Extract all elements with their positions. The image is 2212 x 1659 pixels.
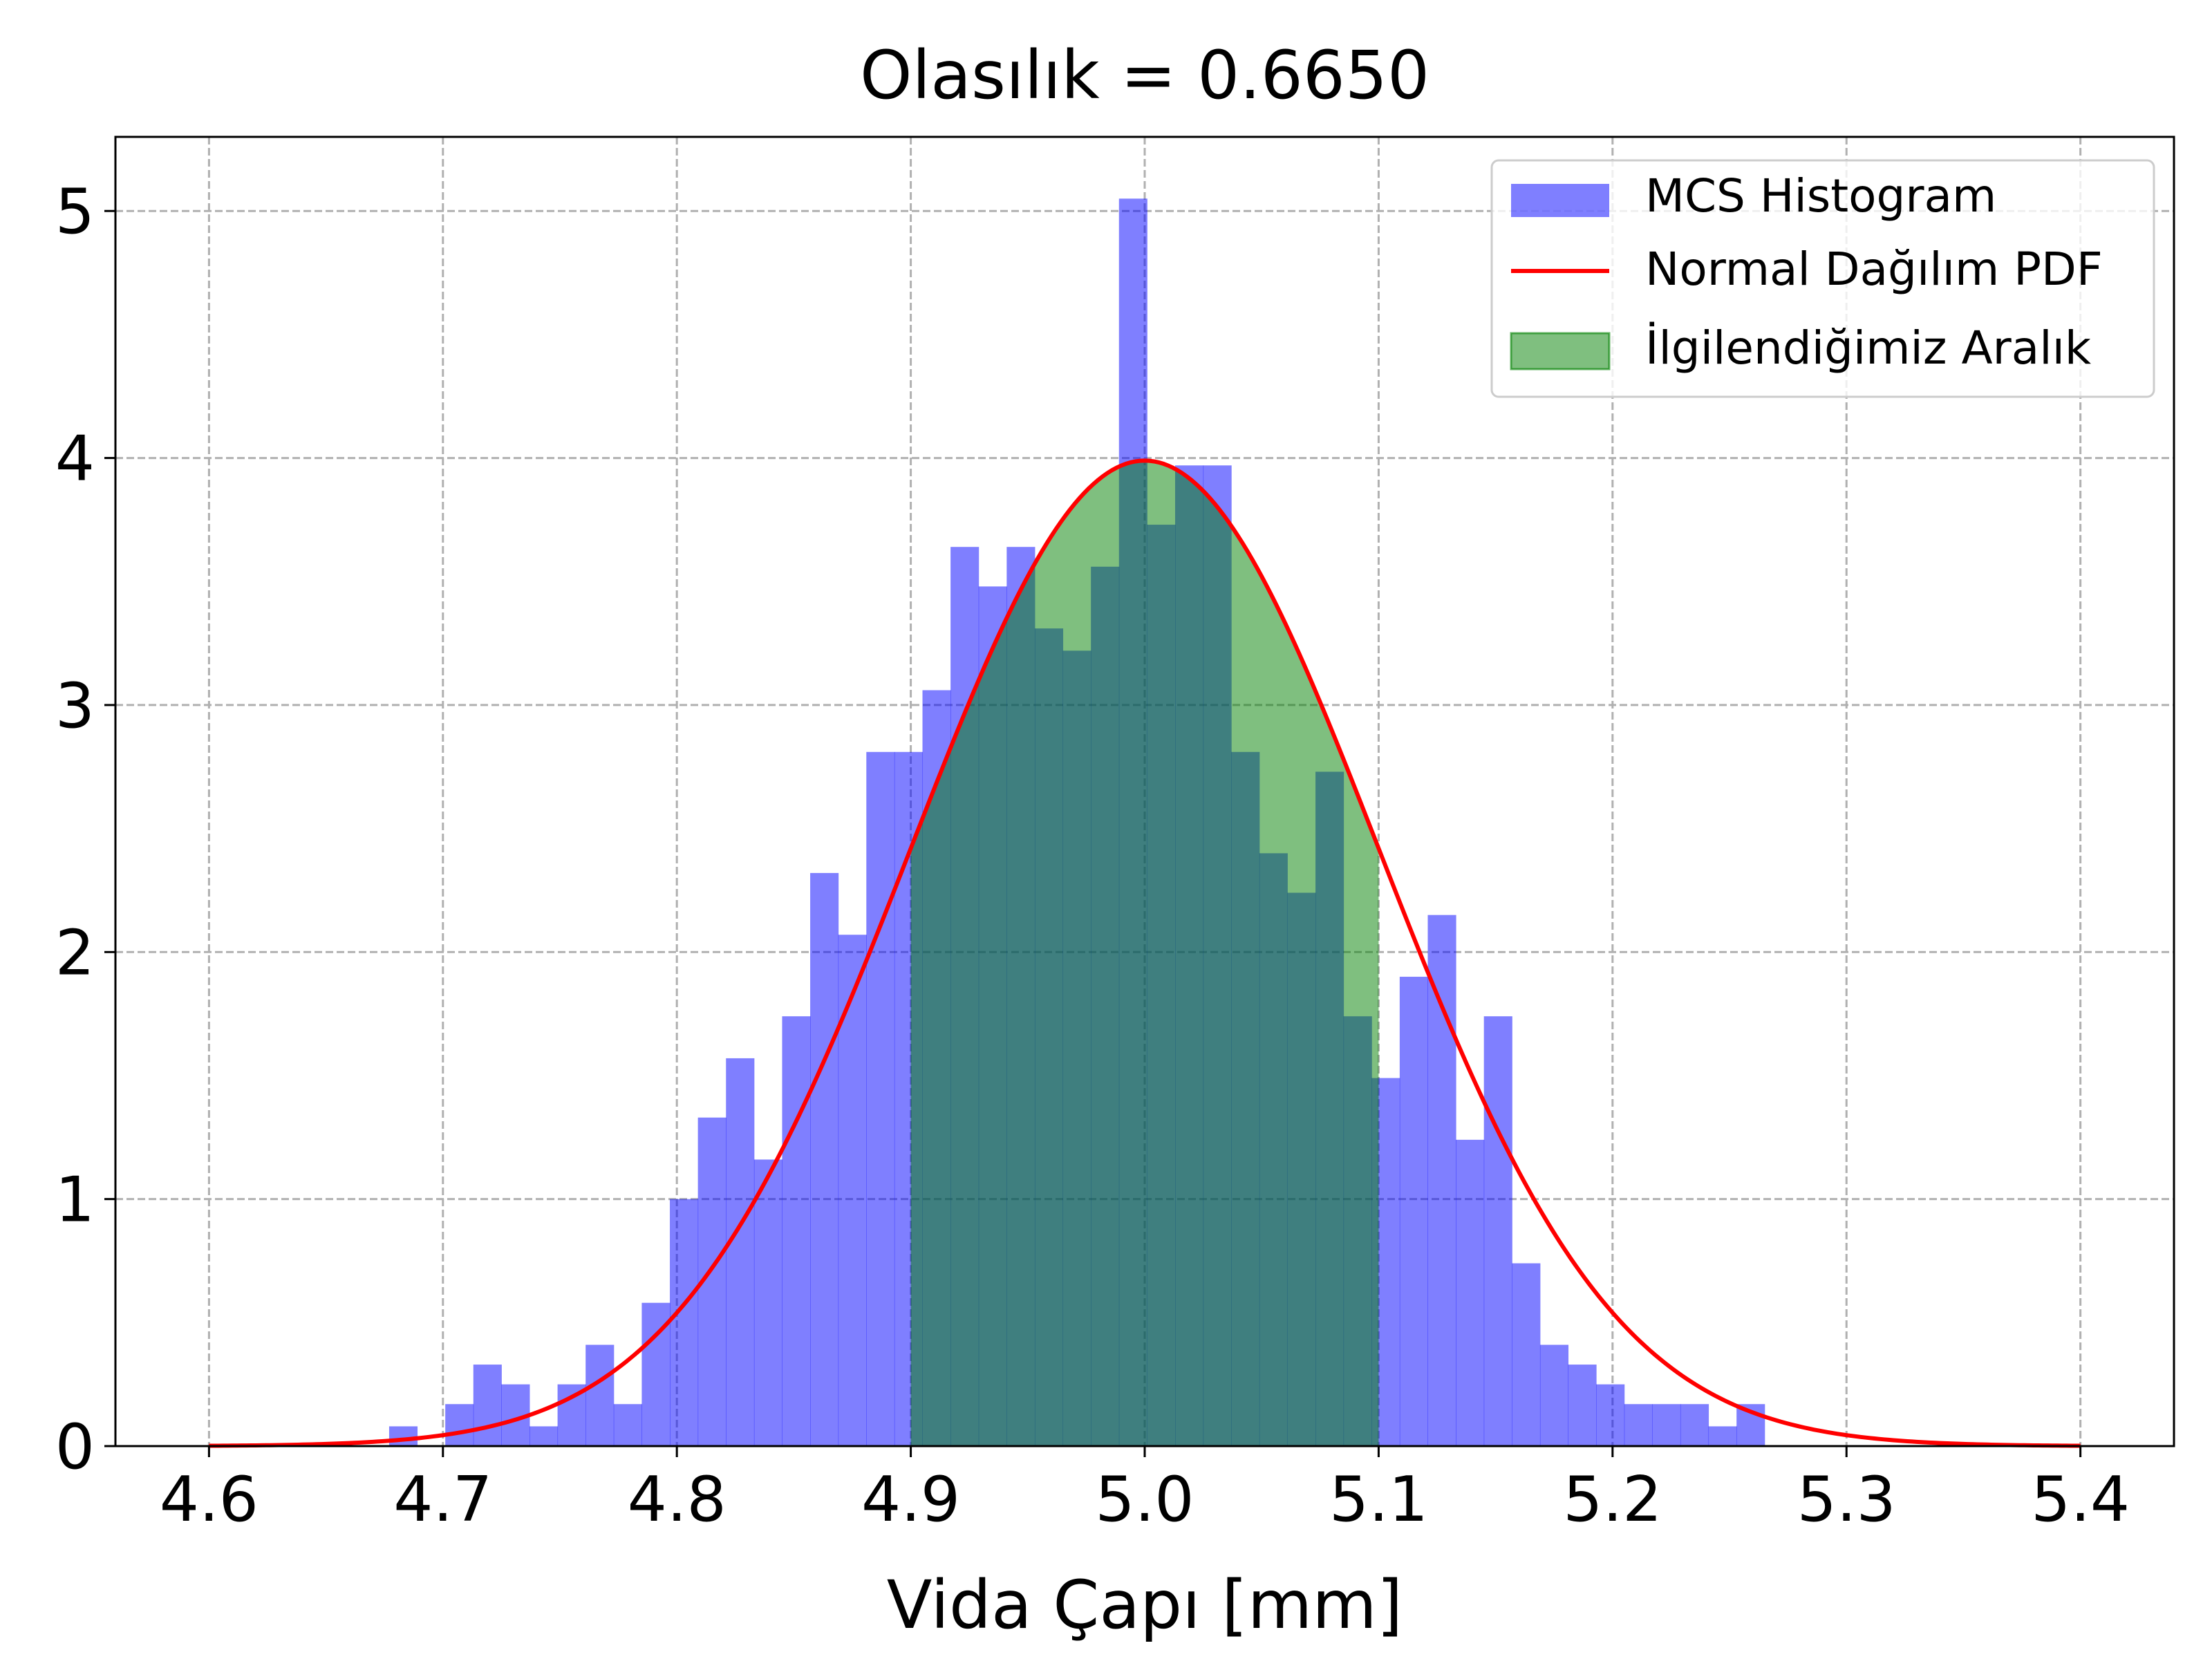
x-tick-label: 5.3 (1797, 1463, 1896, 1536)
x-tick-label: 5.4 (2031, 1463, 2130, 1536)
x-tick-label: 5.1 (1329, 1463, 1428, 1536)
x-axis-label: Vida Çapı [mm] (887, 1566, 1403, 1644)
legend-label-area: İlgilendiğimiz Aralık (1645, 321, 2092, 375)
histogram-bar (1652, 1404, 1681, 1446)
legend-label-histogram: MCS Histogram (1645, 169, 1996, 223)
y-tick-label: 1 (55, 1164, 95, 1237)
histogram-bar (557, 1384, 586, 1446)
chart-title: Olasılık = 0.6650 (860, 37, 1430, 114)
x-tick-label: 5.0 (1095, 1463, 1194, 1536)
y-tick-label: 5 (55, 176, 95, 248)
histogram-bar (1512, 1263, 1541, 1446)
y-tick-label: 0 (55, 1411, 95, 1483)
pdf-curve (209, 458, 2081, 1448)
legend-label-pdf: Normal Dağılım PDF (1645, 243, 2103, 296)
histogram-bar (1399, 977, 1428, 1446)
histogram-bar (1680, 1404, 1709, 1446)
histogram-bar (810, 872, 839, 1446)
legend-swatch-histogram (1511, 184, 1609, 217)
histogram-bar (726, 1058, 755, 1446)
y-tick-label: 3 (55, 670, 95, 742)
histogram-bar (782, 1016, 811, 1446)
legend: MCS Histogram Normal Dağılım PDF İlgilen… (1490, 159, 2155, 398)
histogram-bar (613, 1404, 642, 1446)
histogram-bar (1456, 1139, 1485, 1446)
pdf-line (209, 458, 2081, 1448)
histogram-bar (1483, 1016, 1512, 1446)
histogram-bar (1427, 915, 1456, 1446)
histogram-bar (1596, 1384, 1625, 1446)
x-axis-ticks: 4.6 4.7 4.8 4.9 5.0 5.1 5.2 5.3 5.4 (160, 1446, 2130, 1536)
histogram-bar (1624, 1404, 1653, 1446)
x-tick-label: 4.9 (861, 1463, 960, 1536)
y-axis-ticks: 0 1 2 3 4 5 (55, 176, 115, 1483)
y-tick-label: 2 (55, 917, 95, 989)
x-tick-label: 4.8 (628, 1463, 727, 1536)
histogram-bar (753, 1159, 782, 1446)
histogram-bar (866, 751, 895, 1446)
x-tick-label: 4.7 (393, 1463, 492, 1536)
interest-area-fill (910, 460, 1379, 1446)
histogram-bar (670, 1199, 699, 1446)
histogram-bar (585, 1344, 615, 1446)
histogram-bar (838, 935, 867, 1446)
histogram-bar (1568, 1365, 1597, 1446)
legend-swatch-area (1510, 332, 1611, 371)
histogram-bar (529, 1426, 559, 1446)
histogram-bar (388, 1426, 418, 1446)
histogram-bar (445, 1404, 474, 1446)
legend-frame (1490, 159, 2155, 398)
y-tick-label: 4 (55, 423, 95, 496)
x-tick-label: 4.6 (160, 1463, 259, 1536)
x-tick-label: 5.2 (1563, 1463, 1662, 1536)
interest-area (910, 460, 1379, 1446)
histogram-bar (473, 1365, 502, 1446)
histogram-bar (1708, 1426, 1737, 1446)
histogram-bar (1539, 1344, 1569, 1446)
